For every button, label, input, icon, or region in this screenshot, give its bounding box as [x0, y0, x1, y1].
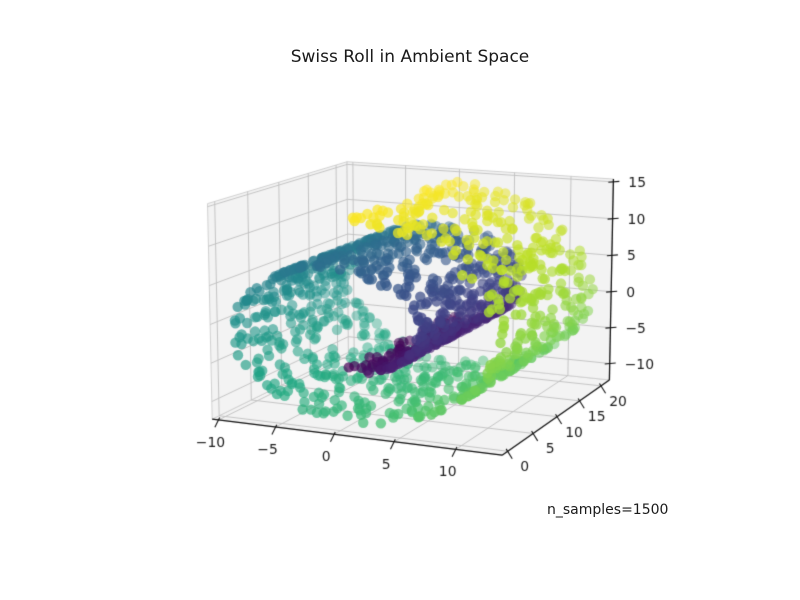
sample-count-annotation: n_samples=1500 [547, 502, 669, 518]
chart-title: Swiss Roll in Ambient Space [290, 47, 530, 67]
